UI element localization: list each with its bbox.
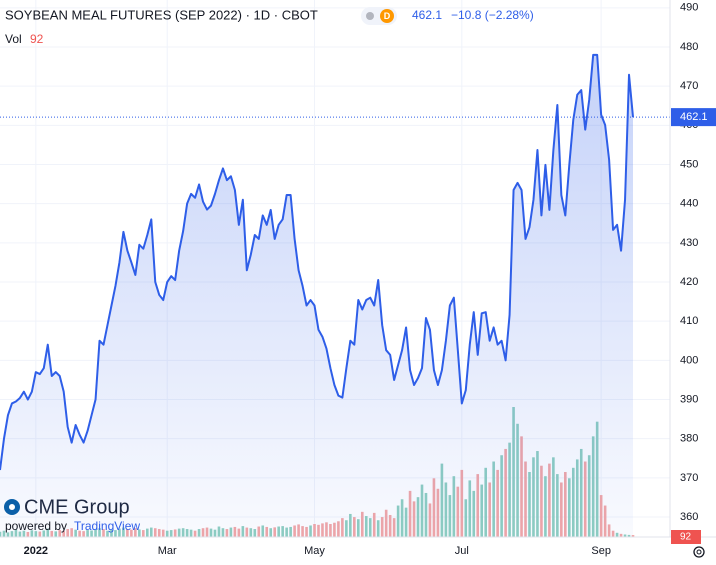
price-area <box>0 54 633 538</box>
x-tick-label: Jul <box>455 545 469 557</box>
y-tick-label: 490 <box>680 2 698 14</box>
gear-center[interactable] <box>696 549 702 555</box>
x-tick-label: May <box>304 545 325 557</box>
y-tick-label: 370 <box>680 472 698 484</box>
y-tick-label: 390 <box>680 393 698 405</box>
y-tick-label: 360 <box>680 511 698 523</box>
y-tick-label: 430 <box>680 237 698 249</box>
y-tick-label: 480 <box>680 41 698 53</box>
badge-dot <box>366 12 374 20</box>
last-price: 462.1 <box>412 8 442 22</box>
y-tick-label: 470 <box>680 80 698 92</box>
powered-brand: TradingView <box>74 519 140 533</box>
badge-circle <box>380 9 394 23</box>
last-volume-label: 92 <box>680 532 692 543</box>
volume-value: 92 <box>30 32 44 46</box>
badge-text: D <box>384 11 391 21</box>
volume-label: Vol <box>5 32 22 46</box>
logo-icon-center <box>9 504 15 510</box>
axis: 3603703803904004104204304404504604704804… <box>24 2 716 557</box>
price-change: −10.8 (−2.28%) <box>451 8 534 22</box>
logo: CME Group powered by TradingView <box>4 496 140 533</box>
last-price-label: 462.1 <box>680 111 708 123</box>
x-tick-label: Sep <box>591 545 611 557</box>
y-tick-label: 450 <box>680 158 698 170</box>
y-tick-label: 410 <box>680 315 698 327</box>
y-tick-label: 420 <box>680 276 698 288</box>
gear[interactable] <box>693 546 705 558</box>
last-price-badge <box>671 108 716 127</box>
powered-by: powered by <box>5 519 67 533</box>
x-tick-label: 2022 <box>24 545 48 557</box>
price-line <box>0 53 634 471</box>
last-volume-badge <box>671 530 701 544</box>
x-tick-label: Mar <box>158 545 177 557</box>
y-tick-label: 380 <box>680 433 698 445</box>
settings-icon[interactable] <box>693 546 705 558</box>
y-tick-label: 440 <box>680 198 698 210</box>
plot <box>0 53 670 538</box>
chart-title: SOYBEAN MEAL FUTURES (SEP 2022) · 1D · C… <box>5 7 318 22</box>
logo-text: CME Group <box>24 496 130 518</box>
y-tick-label: 400 <box>680 354 698 366</box>
